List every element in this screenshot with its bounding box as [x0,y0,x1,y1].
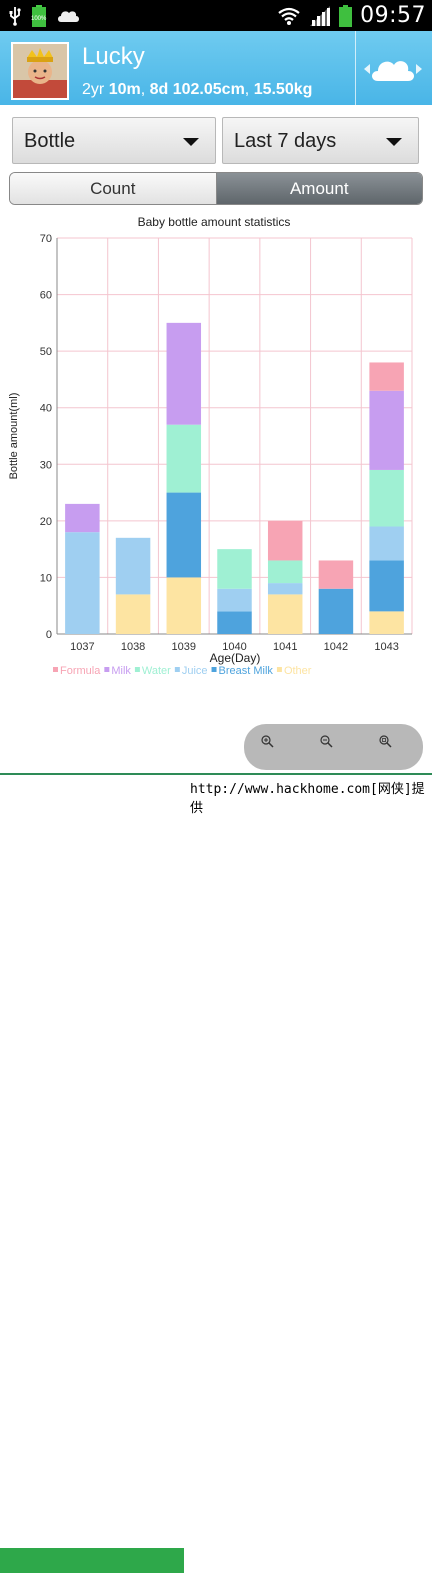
bar-segment-water [166,424,202,493]
baby-avatar[interactable] [11,42,69,100]
zoom-in-icon[interactable] [258,732,278,752]
x-tick-label: 1040 [222,641,246,653]
x-tick-label: 1043 [374,641,398,653]
bar-segment-milk [65,503,100,533]
bar-segment-other [267,594,303,634]
bar-segment-juice [267,583,303,595]
status-right-icons: 09:57 [277,3,426,28]
y-tick-label: 40 [40,403,52,415]
header-divider [355,31,356,105]
bar-segment-formula [369,362,404,391]
chevron-down-icon [386,138,402,146]
legend-swatch [174,667,180,672]
battery-percent: 100% [31,16,47,22]
bar-segment-other [369,611,404,634]
bar-segment-water [267,560,303,584]
baby-stats: 2yr 10m, 8d 102.05cm, 15.50kg [82,81,313,98]
legend-swatch [134,667,140,672]
bar-segment-breast-milk [217,611,252,634]
bar-segment-formula [267,520,303,561]
bar-segment-juice [65,532,100,634]
bar-segment-breast-milk [166,492,202,578]
x-tick-label: 1038 [121,641,145,653]
record-type-value: Bottle [24,130,76,152]
chart-title: Baby bottle amount statistics [138,215,291,229]
bar-segment-juice [217,588,252,612]
bar-segment-juice [369,526,404,561]
y-tick-label: 60 [40,290,52,302]
y-tick-label: 70 [40,233,52,245]
bar-segment-water [217,549,252,589]
bar-segment-milk [166,322,202,425]
bar-segment-breast-milk [318,588,354,634]
age-months: 10m [108,81,141,98]
battery-full-icon: 100% [31,5,47,27]
legend-swatch [104,667,110,672]
y-tick-label: 10 [40,572,52,584]
tab-amount[interactable]: Amount [216,173,422,204]
x-tick-label: 1039 [172,641,196,653]
profile-header: Lucky 2yr 10m, 8d 102.05cm, 15.50kg [0,31,432,105]
bottle-amount-chart: Baby bottle amount statistics 0 10 20 30 40 50… [0,210,432,680]
x-tick-label: 1041 [273,641,297,653]
battery-icon [339,4,353,27]
avatar-photo [13,44,67,98]
wifi-icon [278,7,300,25]
record-type-dropdown[interactable]: Bottle [12,117,216,164]
y-tick-label: 30 [40,459,52,471]
legend-swatch [276,667,282,672]
footer-text: http://www.hackhome.com[网侠]提供 [190,782,425,816]
bar-segment-water [369,469,404,527]
bar-segment-juice [115,537,151,595]
tab-count[interactable]: Count [10,173,217,204]
footer-green-bar [0,1548,184,1573]
zoom-controls [244,724,423,770]
signal-icon [310,5,331,26]
age-years: 2yr [82,81,105,98]
date-range-value: Last 7 days [234,130,337,152]
legend-entry-milk: Milk [111,665,131,677]
legend-entry-formula: Formula [60,665,101,677]
watermark-footer: http://www.hackhome.com[网侠]提供 [0,773,432,1573]
legend-entry-water: Water [142,665,171,677]
bar-segment-breast-milk [369,560,404,612]
bar-segment-formula [318,560,354,589]
legend-swatch [53,667,58,672]
cloud-notification-icon [58,11,79,22]
switch-baby-button[interactable] [358,49,428,89]
chart-svg: Baby bottle amount statistics 0 10 20 30 40 50… [8,215,413,677]
x-tick-label: 1042 [324,641,348,653]
y-tick-label: 20 [40,516,52,528]
y-tick-label: 0 [46,629,52,641]
zoom-reset-icon[interactable] [376,732,396,752]
x-axis-label: Age(Day) [210,651,261,665]
bar-segment-milk [369,390,404,470]
y-tick-label: 50 [40,346,52,358]
status-left-icons: 100% [8,5,80,27]
legend-entry-breast-milk: Breast Milk [219,665,274,677]
date-range-dropdown[interactable]: Last 7 days [222,117,419,164]
cloud-icon [364,61,422,81]
legend-entry-juice: Juice [182,665,208,677]
chevron-down-icon [183,138,199,146]
age-days: 8d [149,81,169,98]
bar-segment-other [115,594,151,634]
zoom-out-icon[interactable] [317,732,337,752]
status-bar: 100% 09:57 [0,0,432,31]
y-axis-label: Bottle amount(ml) [8,393,20,480]
bar-segment-other [166,577,202,634]
weight-value: 15.50kg [253,81,313,98]
usb-icon [9,7,21,26]
legend-entry-other: Other [284,665,312,677]
x-tick-label: 1037 [70,641,94,653]
baby-name: Lucky [82,43,145,70]
height-value: 102.05cm [172,81,245,98]
stats-mode-toggle: Count Amount [9,172,423,205]
legend-swatch [211,667,217,672]
status-clock: 09:57 [360,3,426,28]
